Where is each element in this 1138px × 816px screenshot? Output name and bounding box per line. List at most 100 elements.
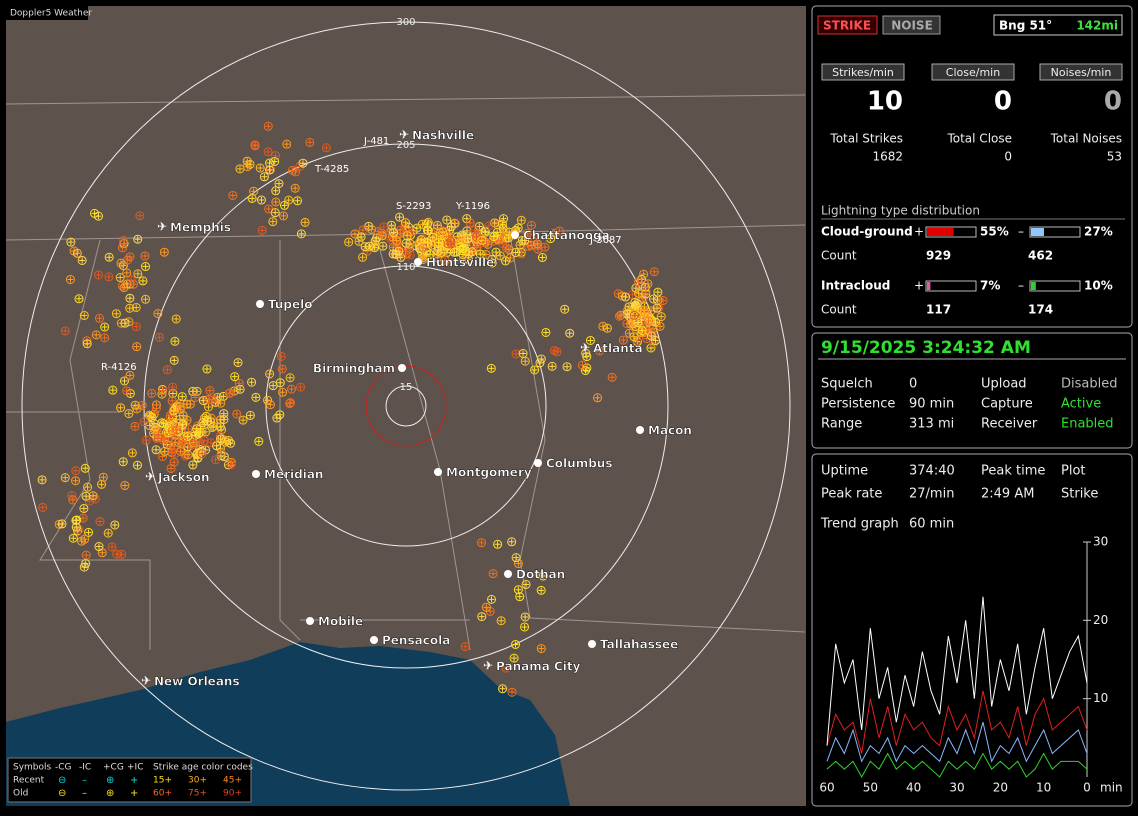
strike-plus	[113, 310, 120, 317]
strike-symbol	[536, 644, 546, 654]
rate-header	[821, 63, 905, 81]
strike-ring	[290, 183, 300, 193]
strike-symbol	[228, 190, 238, 200]
strike-ring	[175, 404, 185, 414]
strike-symbol	[274, 179, 284, 189]
strike-ring	[501, 663, 511, 673]
strike-plus	[252, 394, 259, 401]
strike-ring	[81, 550, 91, 560]
pct-bar	[927, 282, 931, 290]
strike-ring	[175, 414, 185, 424]
stat-text: Peak rate	[821, 487, 882, 502]
trend-graph: 10 20 30 60 50 40 30 20 10 0 min	[819, 535, 1122, 795]
strike-plus	[119, 244, 126, 251]
stat-text: 2:49 AM	[981, 487, 1034, 502]
strike-ring	[131, 322, 141, 332]
strike-ring	[562, 362, 572, 372]
strike-symbol	[518, 349, 528, 359]
city-dot	[511, 231, 519, 239]
strike-plus	[502, 257, 509, 264]
strike-plus	[424, 239, 431, 246]
count-value: 117	[926, 303, 951, 317]
strike-ring	[192, 386, 202, 396]
strike-plus	[292, 185, 299, 192]
strike-plus	[287, 399, 294, 406]
strike-ring	[520, 236, 530, 246]
strike-ring	[367, 224, 377, 234]
strike-symbol	[119, 283, 129, 293]
noise-button-label[interactable]: NOISE	[891, 19, 933, 33]
strike-ring	[287, 384, 297, 394]
strike-plus	[84, 484, 91, 491]
strike-plus	[596, 347, 603, 354]
strike-ring	[138, 276, 148, 286]
strike-symbol	[391, 249, 401, 259]
strike-ring	[396, 244, 406, 254]
strike-plus	[359, 226, 366, 233]
strike-symbol	[502, 243, 512, 253]
strike-ring	[125, 370, 135, 380]
strike-plus	[134, 236, 141, 243]
strike-plus	[169, 427, 176, 434]
strike-plus	[120, 458, 127, 465]
strike-symbol	[117, 243, 127, 253]
strike-plus	[292, 168, 299, 175]
strike-ring	[230, 372, 240, 382]
strike-plus	[270, 382, 277, 389]
strike-ring	[177, 392, 187, 402]
strike-ring	[477, 235, 487, 245]
strike-symbol	[159, 419, 169, 429]
strike-button-label[interactable]: STRIKE	[823, 19, 871, 33]
strike-ring	[80, 534, 90, 544]
strike-symbol	[183, 450, 193, 460]
strike-ring	[83, 482, 93, 492]
strike-symbol	[94, 313, 104, 323]
strike-ring	[649, 267, 659, 277]
strike-ring	[285, 373, 295, 383]
legend-text: -IC	[79, 763, 91, 773]
strike-symbol	[204, 395, 214, 405]
strike-symbol	[127, 448, 137, 458]
noise-button[interactable]	[882, 15, 941, 35]
strike-ring	[77, 255, 87, 265]
panel-status	[811, 5, 1133, 328]
strike-plus	[240, 417, 247, 424]
strike-plus	[538, 587, 545, 594]
strike-symbol	[131, 322, 141, 332]
strike-symbol	[640, 308, 650, 318]
strike-symbol	[401, 238, 411, 248]
strike-ring	[629, 310, 639, 320]
setting-text: Active	[1061, 397, 1101, 412]
strike-symbol	[404, 229, 414, 239]
strike-symbol	[477, 612, 487, 622]
strike-symbol	[593, 393, 603, 403]
type-name: Cloud-ground	[821, 225, 913, 239]
strike-ring	[247, 193, 257, 203]
strike-button[interactable]	[817, 15, 878, 35]
strike-plus	[462, 643, 469, 650]
legend-text: Symbols	[13, 763, 52, 773]
strike-plus	[95, 543, 102, 550]
strike-ring	[226, 459, 236, 469]
strike-symbol	[656, 312, 666, 322]
strike-plus	[105, 530, 112, 537]
strike-symbol	[296, 382, 306, 392]
strike-symbol	[147, 388, 157, 398]
strike-plus	[482, 229, 489, 236]
strike-ring	[160, 446, 170, 456]
strike-symbol	[350, 229, 360, 239]
strike-plus	[535, 246, 542, 253]
strike-ring	[285, 398, 295, 408]
strike-ring	[71, 476, 81, 486]
strike-plus	[141, 418, 148, 425]
strike-symbol	[365, 241, 375, 251]
strike-symbol	[517, 249, 527, 259]
strike-plus	[652, 319, 659, 326]
legend-text: Recent	[13, 776, 45, 786]
strike-ring	[202, 364, 212, 374]
strike-ring	[344, 237, 354, 247]
strike-ring	[132, 460, 142, 470]
ring-label: 15	[400, 382, 413, 393]
count-value: 174	[1028, 303, 1053, 317]
strike-plus	[499, 221, 506, 228]
